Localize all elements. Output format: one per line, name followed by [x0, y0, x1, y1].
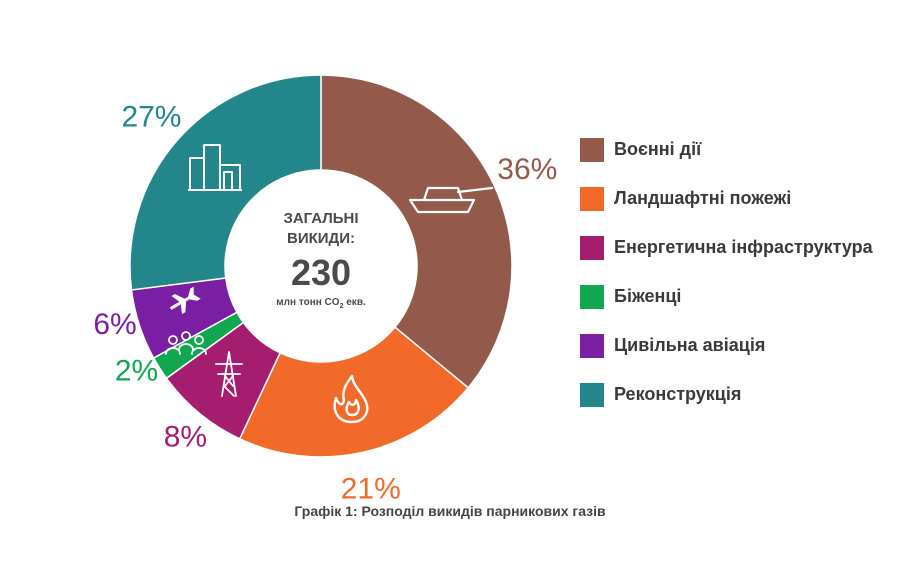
chart-caption: Графік 1: Розподіл викидів парникових га…	[294, 503, 606, 519]
legend-label: Біженці	[614, 286, 682, 306]
legend-item-aviation: Цивільна авіація	[580, 321, 873, 370]
legend-swatch	[580, 333, 604, 358]
legend-swatch	[580, 284, 604, 309]
legend-item-refugees: Біженці	[580, 272, 873, 321]
legend-item-reconstruction: Реконструкція	[580, 370, 873, 419]
buildings-icon	[188, 144, 242, 191]
center-unit: млн тонн CO2 екв.	[276, 297, 366, 310]
legend-swatch	[580, 137, 604, 162]
legend: Воєнні дії Ландшафтні пожежі Енергетична…	[580, 125, 873, 419]
legend-label: Реконструкція	[614, 384, 742, 404]
center-total-value: 230	[291, 252, 351, 293]
slice-label-5: 6%	[93, 308, 136, 341]
legend-item-military: Воєнні дії	[580, 125, 873, 174]
center-title-line1: ЗАГАЛЬНІ	[283, 210, 358, 227]
legend-swatch	[580, 235, 604, 260]
legend-label: Ландшафтні пожежі	[614, 188, 792, 208]
tank-icon	[408, 186, 494, 214]
slice-label-6: 27%	[121, 101, 181, 134]
power-tower-icon	[215, 351, 243, 397]
center-hole	[225, 170, 417, 362]
chart-slices	[129, 74, 513, 458]
legend-item-energy: Енергетична інфраструктура	[580, 223, 873, 272]
legend-label: Воєнні дії	[614, 139, 702, 159]
legend-label: Енергетична інфраструктура	[614, 237, 873, 257]
legend-swatch	[580, 382, 604, 407]
people-icon	[165, 331, 207, 355]
legend-swatch	[580, 186, 604, 211]
legend-label: Цивільна авіація	[614, 335, 766, 355]
slice-label-2: 21%	[341, 473, 401, 506]
slice-label-1: 36%	[497, 153, 557, 186]
slice-label-4: 2%	[115, 355, 158, 388]
legend-item-fires: Ландшафтні пожежі	[580, 174, 873, 223]
plane-icon	[169, 286, 201, 315]
center-title-line2: ВИКИДИ:	[287, 230, 355, 247]
slice-label-3: 8%	[164, 421, 207, 454]
fire-icon	[333, 374, 369, 424]
slice-labels: 36% 21% 8%2% 6% 27%	[93, 101, 557, 506]
